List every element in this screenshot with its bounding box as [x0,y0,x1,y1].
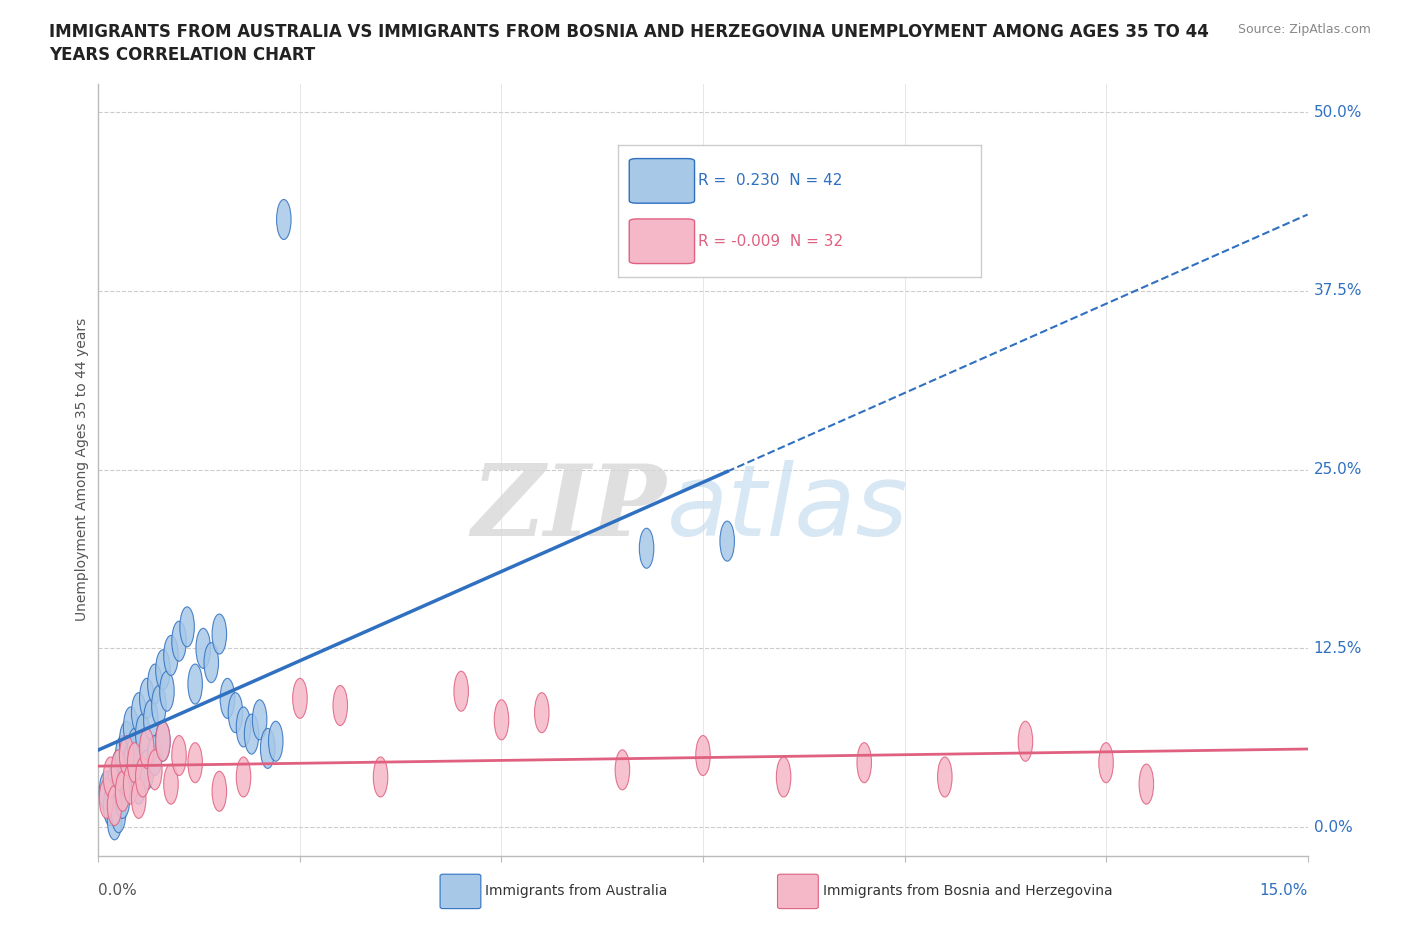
Text: 15.0%: 15.0% [1260,884,1308,898]
Ellipse shape [1018,722,1032,762]
Ellipse shape [100,771,114,811]
Ellipse shape [938,757,952,797]
Ellipse shape [188,664,202,704]
Ellipse shape [495,699,509,740]
Ellipse shape [115,736,129,776]
Ellipse shape [188,743,202,783]
Ellipse shape [374,757,388,797]
Ellipse shape [163,764,179,804]
Ellipse shape [696,736,710,776]
Ellipse shape [195,629,211,669]
Ellipse shape [124,707,138,747]
Ellipse shape [156,722,170,762]
Ellipse shape [152,685,166,725]
Ellipse shape [148,736,162,776]
Ellipse shape [128,728,142,768]
Text: 0.0%: 0.0% [1313,819,1353,834]
Ellipse shape [245,714,259,754]
Ellipse shape [616,750,630,790]
Ellipse shape [148,664,162,704]
Ellipse shape [103,786,118,826]
Ellipse shape [128,743,142,783]
Ellipse shape [292,678,307,718]
Ellipse shape [277,199,291,240]
Ellipse shape [111,750,125,790]
Ellipse shape [253,699,267,740]
Ellipse shape [454,671,468,711]
Text: ZIP: ZIP [472,460,666,556]
Ellipse shape [858,743,872,783]
Ellipse shape [720,521,734,561]
Ellipse shape [776,757,790,797]
Ellipse shape [111,792,125,832]
Ellipse shape [204,643,218,683]
Ellipse shape [100,778,114,818]
Ellipse shape [640,528,654,568]
Ellipse shape [107,786,122,826]
Ellipse shape [180,607,194,647]
Ellipse shape [156,650,170,690]
Ellipse shape [534,693,548,733]
Text: 12.5%: 12.5% [1313,641,1362,656]
Text: atlas: atlas [666,459,908,557]
Text: Immigrants from Australia: Immigrants from Australia [485,884,668,898]
Ellipse shape [172,621,186,661]
Ellipse shape [228,693,243,733]
Ellipse shape [135,757,150,797]
Ellipse shape [1139,764,1153,804]
Ellipse shape [172,736,186,776]
Ellipse shape [139,750,155,790]
Ellipse shape [132,764,146,804]
Y-axis label: Unemployment Among Ages 35 to 44 years: Unemployment Among Ages 35 to 44 years [76,318,90,621]
Ellipse shape [135,714,150,754]
Ellipse shape [236,707,250,747]
Ellipse shape [156,722,170,762]
Text: YEARS CORRELATION CHART: YEARS CORRELATION CHART [49,46,315,64]
Ellipse shape [120,722,134,762]
Ellipse shape [333,685,347,725]
Ellipse shape [236,757,250,797]
Text: 0.0%: 0.0% [98,884,138,898]
Ellipse shape [139,678,155,718]
Ellipse shape [124,764,138,804]
Text: Immigrants from Bosnia and Herzegovina: Immigrants from Bosnia and Herzegovina [823,884,1112,898]
Text: Source: ZipAtlas.com: Source: ZipAtlas.com [1237,23,1371,36]
Ellipse shape [115,771,129,811]
Ellipse shape [132,693,146,733]
Ellipse shape [111,750,125,790]
Text: 25.0%: 25.0% [1313,462,1362,477]
Ellipse shape [221,678,235,718]
Ellipse shape [163,635,179,675]
Ellipse shape [212,771,226,811]
Ellipse shape [107,764,122,804]
Ellipse shape [115,778,129,818]
Ellipse shape [1099,743,1114,783]
Ellipse shape [148,750,162,790]
Ellipse shape [260,728,276,768]
Ellipse shape [212,614,226,654]
Ellipse shape [269,722,283,762]
Ellipse shape [120,757,134,797]
Ellipse shape [160,671,174,711]
Ellipse shape [103,757,118,797]
Ellipse shape [139,728,155,768]
Ellipse shape [143,699,157,740]
Text: 37.5%: 37.5% [1313,284,1362,299]
Ellipse shape [107,800,122,840]
Ellipse shape [132,778,146,818]
Ellipse shape [120,736,134,776]
Ellipse shape [124,743,138,783]
Text: 50.0%: 50.0% [1313,105,1362,120]
Text: IMMIGRANTS FROM AUSTRALIA VS IMMIGRANTS FROM BOSNIA AND HERZEGOVINA UNEMPLOYMENT: IMMIGRANTS FROM AUSTRALIA VS IMMIGRANTS … [49,23,1209,41]
